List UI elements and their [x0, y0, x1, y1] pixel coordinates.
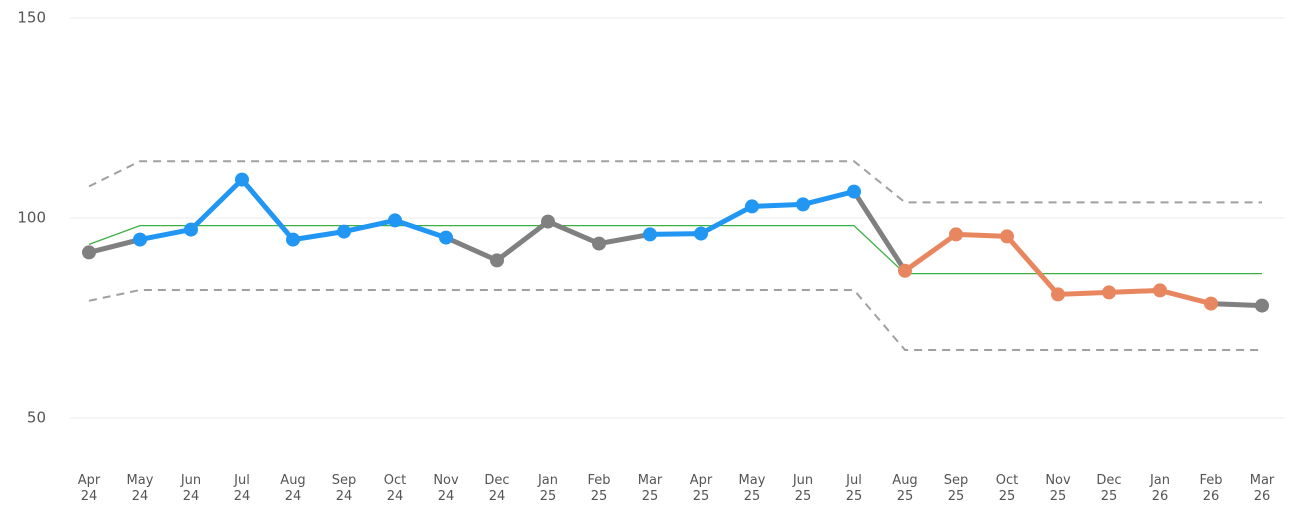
x-tick-label: Aug 25 — [892, 473, 918, 504]
line-segment — [596, 231, 653, 247]
data-point — [337, 224, 351, 239]
control-limit — [88, 289, 1262, 351]
data-point — [745, 199, 759, 214]
center-line — [88, 224, 1262, 275]
line-segment — [698, 203, 755, 237]
x-tick-label: Jul 25 — [845, 473, 863, 504]
data-point — [541, 214, 555, 229]
line-segment — [239, 177, 296, 243]
line-segment — [1004, 233, 1061, 297]
x-tick-label: Sep 25 — [943, 473, 969, 504]
x-tick-label: Nov 24 — [433, 473, 459, 504]
data-point — [1204, 296, 1218, 311]
line-segment — [902, 231, 959, 274]
x-tick-label: Dec 24 — [484, 473, 510, 504]
x-tick-label: Dec 25 — [1096, 473, 1122, 504]
data-point — [286, 232, 300, 247]
line-segment — [443, 235, 500, 263]
data-point — [643, 227, 657, 242]
data-point — [235, 172, 249, 187]
y-tick-label: 50 — [27, 409, 46, 427]
x-tick-label: Nov 25 — [1045, 473, 1071, 504]
line-segment — [290, 229, 347, 243]
data-point — [133, 232, 147, 247]
line-segment — [137, 227, 194, 243]
data-point — [592, 236, 606, 251]
line-segment — [341, 217, 398, 235]
line-segment — [800, 189, 857, 207]
x-tick-label: Jun 25 — [792, 473, 814, 504]
line-segment — [749, 201, 806, 209]
x-tick-label: Oct 24 — [383, 473, 407, 504]
y-tick-label: 100 — [17, 209, 46, 227]
data-point — [1102, 285, 1116, 300]
x-tick-label: Mar 25 — [637, 473, 663, 504]
data-point — [490, 253, 504, 268]
data-point — [796, 197, 810, 212]
line-segment — [188, 177, 245, 233]
line-segment — [1157, 287, 1214, 307]
line-segment — [1055, 289, 1112, 297]
data-point — [82, 245, 96, 260]
line-segment — [545, 219, 602, 247]
line-segment — [494, 219, 551, 263]
data-point — [1000, 229, 1014, 244]
line-segment — [392, 217, 449, 241]
line-segment — [86, 237, 143, 255]
x-tick-label: Feb 25 — [587, 473, 611, 504]
x-tick-label: Oct 25 — [995, 473, 1019, 504]
x-tick-label: Jul 24 — [233, 473, 251, 504]
data-point — [694, 226, 708, 241]
data-point — [949, 227, 963, 242]
line-segment — [851, 189, 908, 274]
y-tick-label: 150 — [17, 9, 46, 27]
data-point — [1153, 283, 1167, 298]
x-tick-label: May 24 — [126, 473, 154, 504]
x-tick-label: May 25 — [738, 473, 766, 504]
control-limit — [88, 160, 1262, 204]
line-segment — [1208, 301, 1265, 309]
x-tick-label: Aug 24 — [280, 473, 306, 504]
x-tick-label: Jan 25 — [537, 473, 559, 504]
data-point — [184, 222, 198, 237]
line-segment — [953, 231, 1010, 239]
x-tick-label: Mar 26 — [1249, 473, 1275, 504]
x-tick-label: Apr 24 — [77, 473, 101, 504]
line-segment — [1106, 287, 1163, 295]
data-point — [847, 184, 861, 199]
x-tick-label: Jun 24 — [180, 473, 202, 504]
line-segment — [647, 231, 704, 237]
x-tick-label: Feb 26 — [1199, 473, 1223, 504]
data-point — [898, 263, 912, 278]
data-point — [1255, 298, 1269, 313]
x-tick-label: Sep 24 — [331, 473, 357, 504]
data-point — [439, 230, 453, 245]
data-point — [1051, 287, 1065, 302]
x-tick-label: Apr 25 — [689, 473, 713, 504]
data-point — [388, 213, 402, 228]
x-tick-label: Jan 26 — [1149, 473, 1171, 504]
